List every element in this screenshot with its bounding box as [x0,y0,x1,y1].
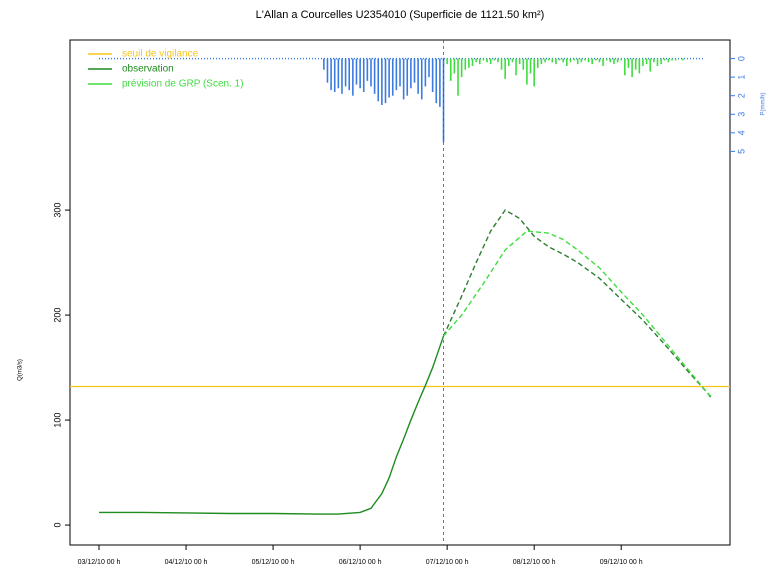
y2-tick-label: 4 [736,130,746,135]
y2-tick-label: 3 [736,112,746,117]
y2-tick-label: 2 [736,93,746,98]
x-tick-label: 09/12/10 00 h [600,559,643,566]
plot-frame [69,39,731,546]
x-tick-label: 08/12/10 00 h [513,559,556,566]
legend-label: seuil de vigilance [122,49,199,60]
y-tick-label: 100 [52,413,62,428]
y-axis-label: Q(m3/s) [18,359,24,381]
x-tick-label: 04/12/10 00 h [165,559,208,566]
y2-tick-label: 5 [736,149,746,154]
y-tick-label: 0 [52,523,62,528]
y2-tick-label: 1 [736,75,746,80]
y2-tick-label: 0 [736,56,746,61]
series-line [442,209,713,400]
chart-title: L'Allan a Courcelles U2354010 (Superfici… [256,9,545,21]
series-line [442,230,713,398]
x-tick-label: 07/12/10 00 h [426,559,469,566]
x-tick-label: 05/12/10 00 h [252,559,295,566]
y2-axis-label: P(mm/h) [761,93,767,116]
y-tick-label: 200 [52,308,62,323]
x-tick-label: 06/12/10 00 h [339,559,382,566]
x-tick-label: 03/12/10 00 h [78,559,121,566]
legend-label: observation [122,64,174,75]
legend-label: prévision de GRP (Scen. 1) [122,79,244,90]
y-tick-label: 300 [52,203,62,218]
series-line [99,335,445,515]
